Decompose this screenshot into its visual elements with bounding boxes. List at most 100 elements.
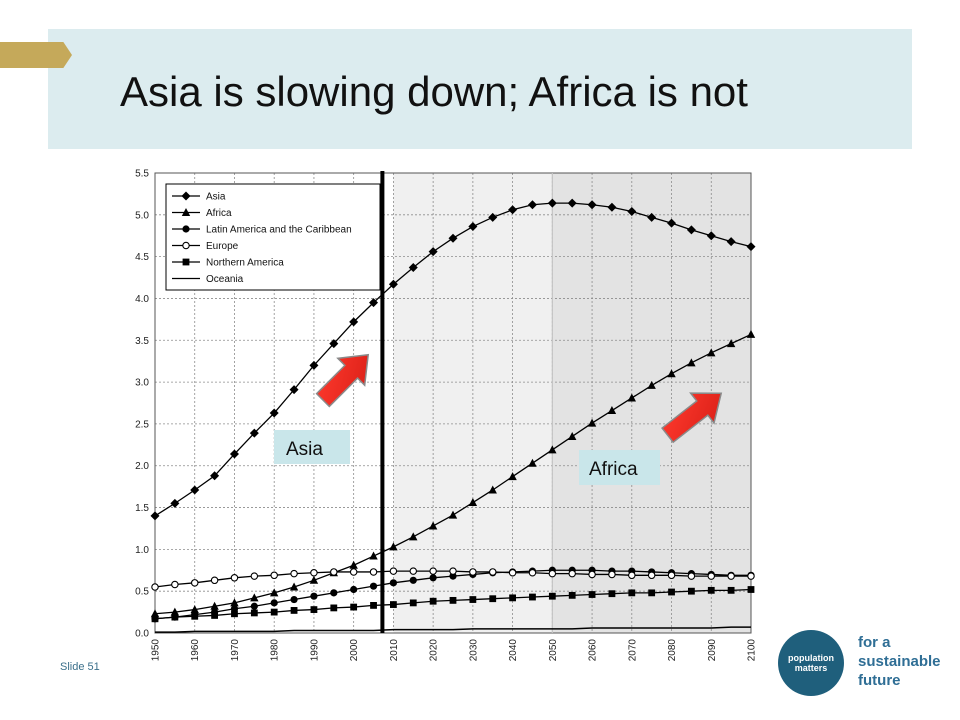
data-point-northern-america	[191, 612, 199, 620]
data-point-europe	[171, 580, 179, 589]
data-point-africa	[289, 582, 299, 591]
data-point-europe	[449, 567, 457, 575]
y-tick-label: 3.0	[135, 378, 149, 389]
data-point-asia	[369, 298, 379, 308]
legend-label-oceania: Oceania	[206, 274, 244, 285]
data-point-latin-america-and-the-caribbean	[350, 585, 358, 594]
data-point-latin-america-and-the-caribbean	[369, 582, 378, 590]
x-tick-label: 2010	[389, 639, 400, 662]
series-europe	[151, 567, 755, 591]
x-tick-label: 2100	[747, 639, 758, 662]
data-point-asia	[527, 200, 537, 210]
data-point-africa	[210, 601, 219, 610]
data-point-northern-america	[310, 606, 318, 613]
logo-tagline: for a sustainable future	[858, 633, 941, 690]
data-point-northern-america	[211, 612, 218, 619]
data-point-asia	[210, 471, 220, 481]
slide-title: Asia is slowing down; Africa is not	[120, 68, 748, 115]
data-point-asia	[686, 225, 696, 235]
data-point-africa	[548, 445, 557, 454]
x-tick-label: 2020	[429, 639, 440, 662]
series-asia	[150, 198, 756, 521]
data-point-asia	[627, 206, 637, 216]
data-point-northern-america	[409, 599, 417, 607]
asia-up-arrow-icon	[315, 353, 370, 408]
plot-frame	[154, 172, 752, 634]
data-point-asia	[388, 279, 398, 289]
data-point-northern-america	[231, 610, 238, 618]
data-point-asia	[667, 218, 677, 228]
data-point-europe	[151, 583, 159, 591]
africa-callout-label: Africa	[589, 459, 638, 480]
data-point-latin-america-and-the-caribbean	[429, 574, 437, 582]
data-point-asia	[547, 198, 557, 208]
data-point-asia	[428, 247, 438, 257]
data-point-northern-america	[469, 596, 477, 603]
data-point-europe	[667, 571, 676, 580]
legend-marker-northern-america	[182, 258, 190, 266]
data-point-africa	[607, 406, 617, 415]
data-point-asia	[448, 233, 458, 243]
x-tick-label: 1960	[190, 639, 201, 662]
data-point-europe	[508, 569, 517, 577]
tagline-line1: for a	[858, 634, 891, 651]
legend-label-northern-america: Northern America	[206, 258, 284, 269]
data-point-africa	[647, 380, 656, 389]
series-oceania	[155, 626, 751, 633]
population-matters-logo: population matters	[778, 630, 844, 696]
data-point-northern-america	[350, 603, 358, 611]
data-point-northern-america	[628, 589, 636, 597]
data-point-europe	[349, 568, 358, 576]
data-point-northern-america	[370, 602, 377, 609]
data-point-asia	[488, 212, 498, 222]
data-point-asia	[289, 385, 299, 395]
data-point-europe	[369, 568, 378, 576]
data-point-asia	[706, 231, 716, 241]
data-point-northern-america	[449, 596, 457, 604]
data-point-northern-america	[548, 592, 556, 600]
legend-box	[165, 183, 381, 291]
data-point-africa	[190, 605, 199, 614]
legend-marker-asia	[181, 191, 191, 201]
legend-label-europe: Europe	[206, 241, 239, 252]
data-point-northern-america	[747, 586, 755, 593]
data-point-northern-america	[688, 587, 695, 595]
data-point-asia	[408, 263, 418, 273]
data-point-africa	[409, 532, 418, 541]
africa-up-arrow-icon	[661, 392, 723, 444]
data-point-asia	[269, 408, 279, 418]
legend-label-africa: Africa	[206, 208, 232, 219]
series-northern-america	[151, 586, 755, 623]
data-point-asia	[726, 237, 736, 247]
y-tick-label: 2.0	[135, 461, 149, 472]
data-point-africa	[568, 431, 577, 440]
y-tick-label: 5.0	[135, 210, 149, 221]
data-point-latin-america-and-the-caribbean	[270, 599, 278, 607]
data-point-northern-america	[270, 608, 278, 616]
data-point-africa	[250, 593, 259, 602]
data-point-latin-america-and-the-caribbean	[250, 602, 258, 610]
title-accent-tab	[0, 42, 72, 68]
legend-label-asia: Asia	[206, 192, 226, 203]
x-tick-label: 1980	[270, 639, 281, 662]
data-point-africa	[150, 609, 160, 618]
data-point-africa	[627, 393, 636, 402]
x-tick-label: 2030	[468, 639, 479, 662]
data-point-latin-america-and-the-caribbean	[389, 579, 397, 587]
asia-callout-label: Asia	[286, 439, 323, 460]
x-tick-label: 2090	[707, 639, 718, 662]
logo-text-line1: population	[788, 653, 834, 663]
data-point-europe	[250, 572, 259, 580]
legend-label-latin-america-and-the-caribbean: Latin America and the Caribbean	[206, 225, 352, 236]
data-point-africa	[667, 369, 676, 378]
x-tick-label: 2000	[349, 639, 360, 662]
x-tick-label: 2050	[548, 639, 559, 662]
data-point-europe	[310, 569, 318, 577]
data-point-northern-america	[608, 590, 616, 598]
data-point-africa	[369, 551, 378, 560]
data-point-africa	[508, 472, 517, 481]
data-point-europe	[707, 572, 716, 580]
data-point-europe	[687, 572, 696, 580]
x-tick-label: 1950	[151, 639, 162, 662]
